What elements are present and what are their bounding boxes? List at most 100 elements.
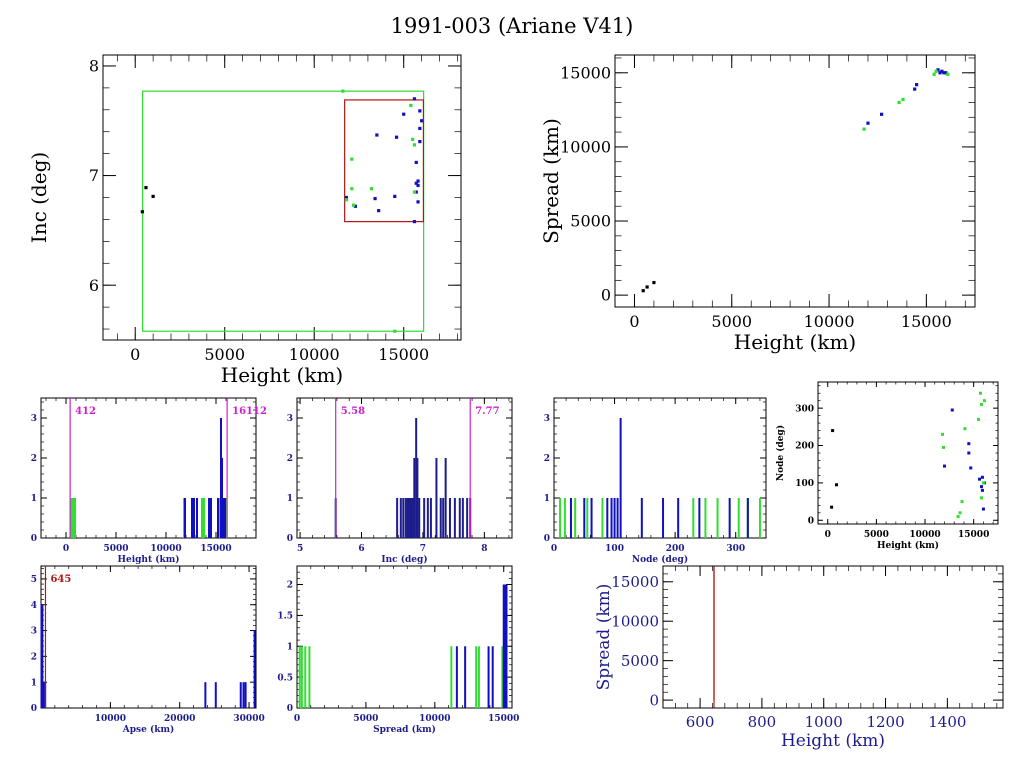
- data-point: [151, 194, 155, 199]
- y-tick-label: 1: [287, 494, 293, 504]
- x-tick-label: 15000: [200, 544, 231, 554]
- spread_height_zoom-panel: 600 800 1000 1200 1400 0 5000 10000 15000 Height …: [594, 565, 1004, 751]
- spread_height-frame: [614, 54, 976, 308]
- x-tick-label: 10000: [150, 544, 181, 554]
- y-tick-label: 7: [89, 166, 99, 185]
- hist_inc-panel: 5 6 7 8 0 1 2 3 Inc (deg) 5.58 7.77: [287, 397, 513, 565]
- x-tick-label: 1200: [866, 713, 904, 731]
- x-axis-label: Spread (km): [373, 724, 436, 735]
- data-point: [866, 121, 870, 125]
- data-point: [420, 119, 424, 123]
- x-axis-label: Height (km): [117, 554, 179, 565]
- x-axis-label: Node (deg): [632, 554, 688, 565]
- x-tick-label: 7: [420, 544, 426, 554]
- x-tick-label: 10000: [419, 714, 450, 724]
- data-point: [144, 186, 148, 190]
- y-tick-label: 2: [287, 581, 293, 591]
- y-tick-label: 8: [89, 57, 99, 76]
- data-point: [981, 481, 985, 485]
- node_height-marks: [830, 391, 986, 519]
- data-point: [979, 496, 983, 500]
- inc_height-frame: [102, 54, 462, 341]
- data-point: [915, 83, 919, 87]
- data-point: [344, 195, 349, 200]
- range-box: [344, 99, 425, 223]
- data-point: [897, 100, 901, 105]
- data-point: [418, 126, 422, 131]
- x-tick-label: 15000: [378, 345, 429, 364]
- data-point: [862, 127, 866, 131]
- x-axis-label: Height (km): [877, 540, 939, 551]
- data-point: [412, 97, 417, 101]
- x-tick-label: 100: [605, 544, 624, 554]
- range-marker-label: 5.58: [341, 406, 365, 417]
- data-point: [967, 451, 971, 455]
- data-point: [373, 196, 377, 201]
- data-point: [977, 417, 981, 421]
- data-point: [980, 475, 984, 479]
- range-marker-label: 412: [75, 406, 96, 417]
- data-point: [979, 402, 983, 406]
- x-tick-label: 5000: [103, 544, 128, 554]
- x-tick-label: 0: [629, 312, 639, 331]
- data-point: [834, 483, 838, 487]
- data-point: [938, 71, 942, 75]
- x-tick-label: 15000: [488, 714, 519, 724]
- y-tick-label: 0: [808, 516, 814, 526]
- x-tick-label: 20000: [164, 714, 195, 724]
- y-tick-label: 0: [31, 704, 37, 714]
- data-point: [942, 464, 946, 468]
- data-point: [979, 485, 983, 489]
- x-tick-label: 1000: [805, 713, 843, 731]
- y-axis-label: Inc (deg): [27, 152, 51, 243]
- x-tick-label: 8: [481, 544, 487, 554]
- x-tick-label: 0: [294, 714, 300, 724]
- y-tick-label: 3: [31, 414, 37, 424]
- x-tick-label: 10000: [95, 714, 126, 724]
- y-tick-label: 6: [89, 276, 99, 295]
- data-point: [344, 198, 349, 202]
- y-tick-label: 5: [31, 575, 37, 585]
- y-axis-label: Spread (km): [594, 584, 614, 691]
- data-point: [416, 179, 420, 183]
- x-axis-label: Height (km): [734, 330, 856, 354]
- data-point: [956, 515, 960, 519]
- data-point: [412, 143, 417, 147]
- data-point: [950, 408, 954, 412]
- data-point: [981, 507, 985, 511]
- data-point: [942, 445, 946, 449]
- y-tick-label: 10000: [611, 612, 659, 630]
- data-point: [978, 391, 982, 395]
- x-tick-label: 10000: [909, 530, 940, 540]
- hist_spread-panel: 0 5000 10000 15000 0 0.5 1 1.5 2 Spread (km): [277, 565, 519, 735]
- data-point: [980, 488, 984, 492]
- x-axis-label: Inc (deg): [381, 554, 427, 565]
- data-point: [409, 103, 413, 108]
- x-tick-label: 5000: [353, 714, 378, 724]
- data-point: [941, 432, 945, 436]
- hist_height-frame: [40, 397, 257, 539]
- y-tick-label: 1: [31, 678, 37, 688]
- spread_height-panel: 0 5000 10000 15000 0 5000 10000 15000 Height (km…: [539, 54, 976, 354]
- data-point: [936, 68, 940, 72]
- y-tick-label: 15000: [560, 63, 611, 82]
- y-tick-label: 200: [795, 442, 814, 452]
- x-tick-label: 5000: [864, 530, 889, 540]
- hist_height-marks: 412 16112: [69, 398, 267, 538]
- data-point: [393, 194, 397, 199]
- y-tick-label: 0: [601, 286, 611, 305]
- x-tick-label: 600: [686, 713, 715, 731]
- y-tick-label: 0: [287, 704, 293, 714]
- data-point: [414, 181, 418, 185]
- y-tick-label: 1.5: [277, 612, 293, 622]
- data-point: [369, 187, 374, 191]
- data-point: [901, 97, 905, 102]
- data-point: [350, 187, 354, 191]
- x-tick-label: 6: [358, 544, 364, 554]
- hist_node-frame: [553, 397, 767, 539]
- x-axis-label: Height (km): [781, 731, 885, 751]
- data-point: [913, 87, 917, 91]
- y-tick-label: 300: [795, 404, 814, 414]
- y-tick-label: 0: [544, 534, 550, 544]
